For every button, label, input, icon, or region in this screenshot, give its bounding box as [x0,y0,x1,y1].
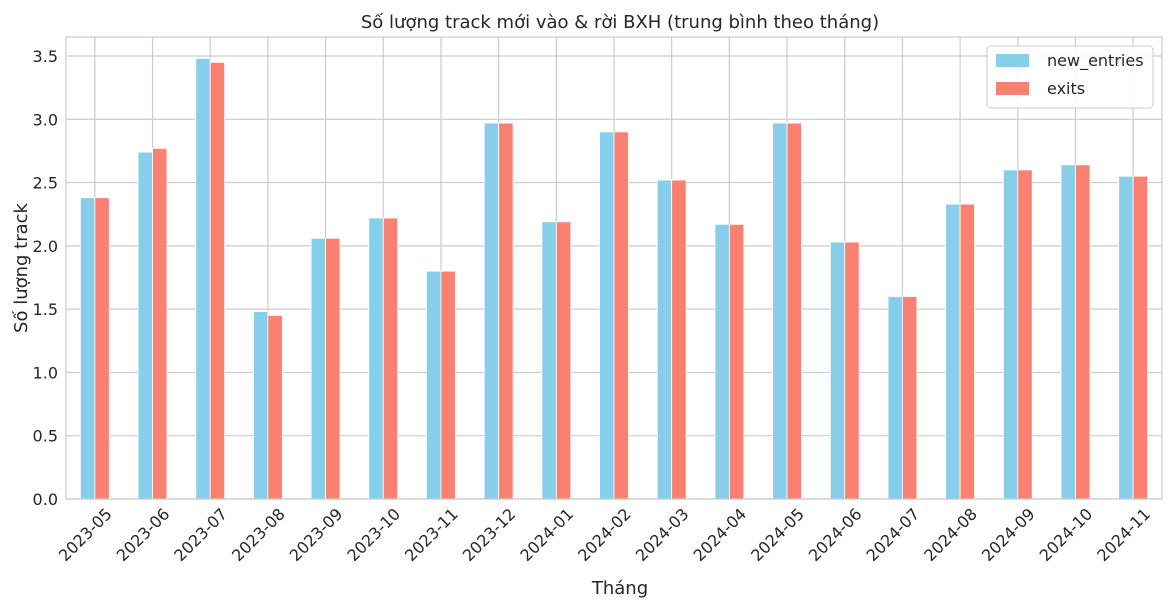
bar-new-entries-2023-12 [483,122,500,500]
bar-exits-2024-04 [728,223,745,500]
legend-swatch-new-entries [996,54,1029,67]
bar-exits-2024-02 [613,131,629,500]
bar-new-entries-2023-07 [195,58,211,500]
y-tick-label: 1.0 [33,363,58,382]
x-tick-label: 2023-11 [401,504,462,565]
x-tick-label: 2024-05 [747,504,808,565]
bar-exits-2023-11 [440,270,456,500]
bar-new-entries-2024-02 [599,131,615,500]
bar-exits-2024-05 [786,122,802,500]
x-tick-label: 2024-04 [689,504,750,565]
x-tick-label: 2023-10 [343,504,404,565]
bar-new-entries-2024-09 [1002,169,1019,500]
bar-exits-2024-07 [902,296,918,500]
bar-exits-2024-08 [959,203,975,500]
bar-new-entries-2024-03 [656,179,673,500]
bar-exits-2023-10 [382,217,399,500]
x-tick-label: 2024-01 [516,504,577,565]
x-tick-label: 2024-09 [978,504,1039,565]
y-tick-label: 1.5 [33,300,58,319]
bar-exits-2023-12 [498,122,514,500]
bar-new-entries-2024-08 [945,203,961,500]
plot-frame [65,36,1163,500]
bar-exits-2023-06 [152,147,168,500]
y-tick-label: 2.0 [33,237,58,256]
bar-new-entries-2023-08 [253,311,269,500]
bar-new-entries-2023-10 [368,217,384,500]
bar-exits-2024-06 [844,241,860,500]
bar-exits-2023-08 [267,315,283,500]
bar-new-entries-2024-01 [541,221,557,500]
bar-new-entries-2023-11 [426,270,442,500]
bar-new-entries-2023-09 [310,237,326,500]
chart-title: Số lượng track mới vào & rời BXH (trung … [361,12,879,33]
bar-exits-2024-03 [671,179,687,500]
legend-label-new-entries: new_entries [1047,51,1144,71]
y-axis-label: Số lượng track [11,202,32,333]
bar-new-entries-2023-06 [137,151,153,500]
x-axis-label: Tháng [591,578,648,599]
bar-exits-2024-09 [1017,169,1033,500]
legend-label-exits: exits [1047,79,1085,98]
x-tick-label: 2024-11 [1093,504,1154,565]
bar-new-entries-2024-07 [887,296,903,500]
x-tick-label: 2024-07 [863,504,924,565]
x-tick-label: 2023-09 [286,504,347,565]
x-tick-label: 2023-06 [113,504,174,565]
bar-new-entries-2024-05 [772,122,788,500]
x-tick-label: 2023-12 [459,504,520,565]
y-tick-label: 3.0 [33,110,58,129]
legend-swatch-exits [996,82,1029,95]
y-tick-label: 0.0 [33,490,58,509]
bar-exits-2024-10 [1075,164,1091,500]
x-tick-label: 2024-03 [632,504,693,565]
x-tick-label: 2024-10 [1036,504,1097,565]
bar-new-entries-2023-05 [80,197,96,500]
bar-new-entries-2024-04 [714,223,730,500]
bar-exits-2024-11 [1132,175,1148,500]
x-tick-label: 2023-05 [55,504,116,565]
bar-exits-2023-09 [325,237,341,500]
x-tick-label: 2023-08 [228,504,289,565]
y-tick-label: 0.5 [33,427,58,446]
x-axis-ticks: 2023-052023-062023-072023-082023-092023-… [55,504,1154,565]
x-tick-label: 2023-07 [170,504,231,565]
x-tick-label: 2024-02 [574,504,635,565]
bar-new-entries-2024-06 [829,241,846,500]
bar-new-entries-2024-10 [1060,164,1076,500]
bar-exits-2023-07 [209,61,226,500]
bar-new-entries-2024-11 [1118,175,1134,500]
x-tick-label: 2024-08 [920,504,981,565]
y-tick-label: 2.5 [33,174,58,193]
x-tick-label: 2024-06 [805,504,866,565]
y-tick-label: 3.5 [33,47,58,66]
y-axis-ticks: 0.0 0.5 1.0 1.5 2.0 2.5 3.0 3.5 [33,47,58,509]
bar-exits-2023-05 [94,197,110,500]
bar-exits-2024-01 [555,221,572,500]
